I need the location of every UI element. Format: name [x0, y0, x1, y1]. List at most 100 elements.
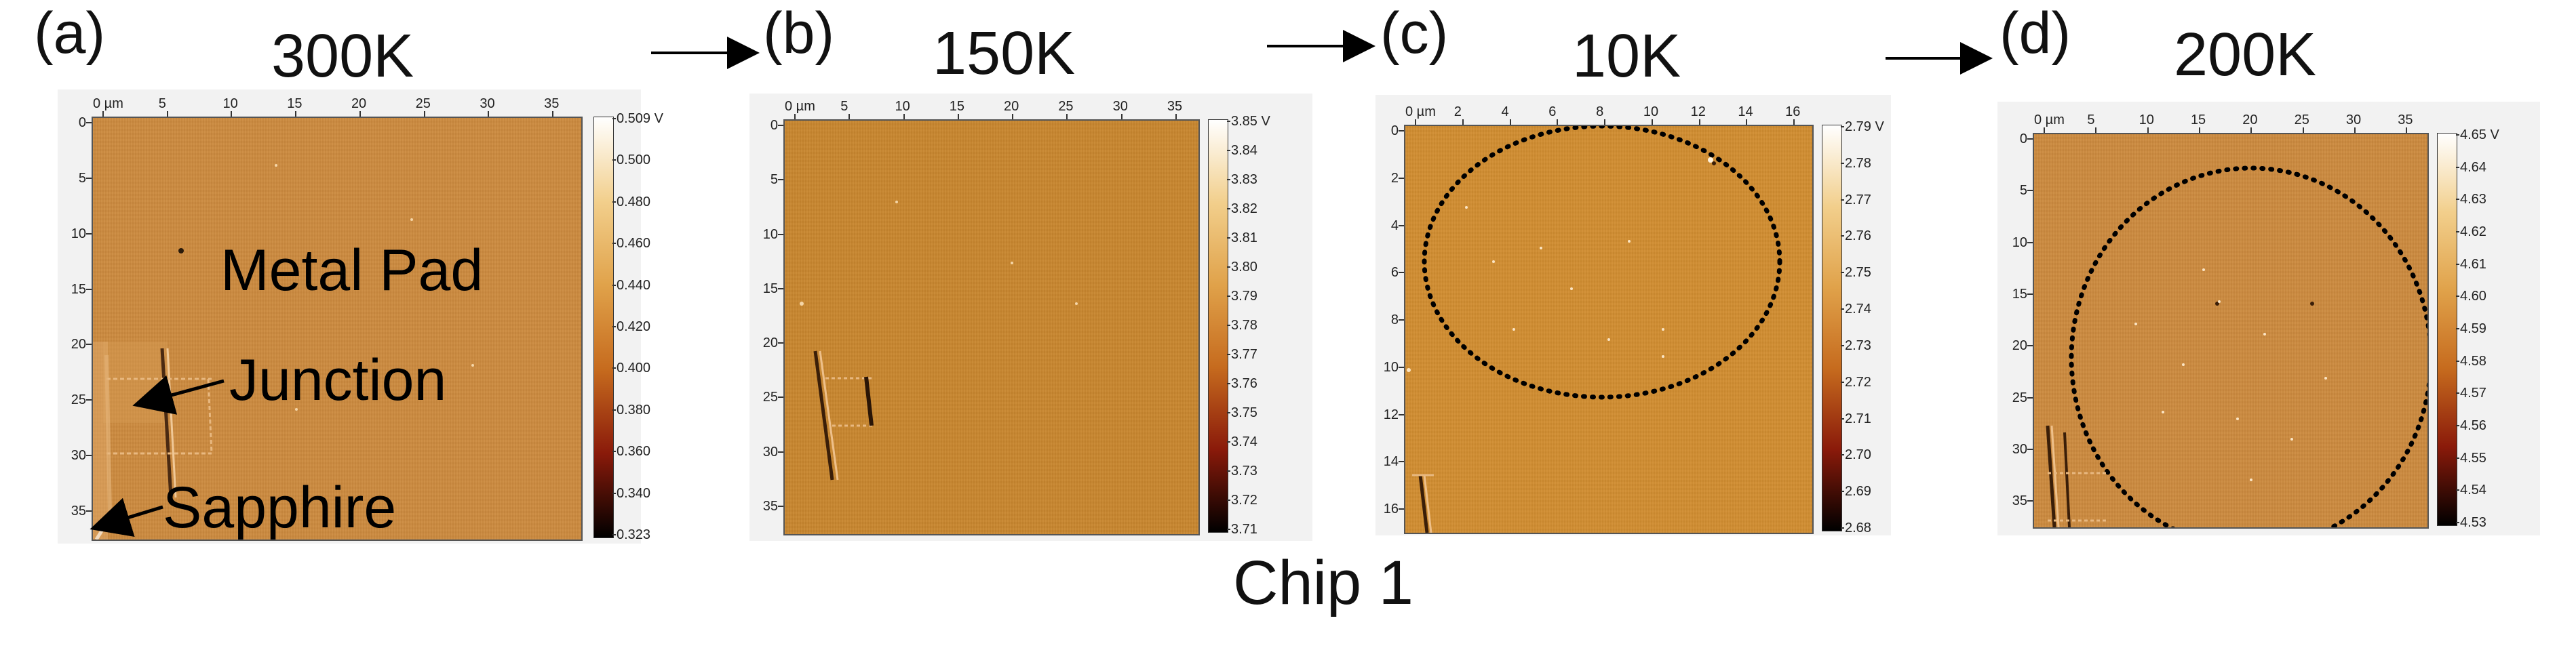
y-tick-mark	[778, 342, 783, 344]
colorbar-tick-label: 3.75	[1231, 405, 1257, 420]
y-tick-label: 0	[770, 118, 778, 133]
x-tick-mark	[488, 111, 490, 117]
y-tick-label: 4	[1390, 218, 1399, 233]
colorbar-tick-mark	[612, 201, 616, 203]
colorbar-tick-mark	[1227, 121, 1230, 122]
sapphire-label: Sapphire	[163, 475, 397, 540]
colorbar-tick-label: 3.82	[1231, 201, 1257, 216]
x-tick-mark	[231, 111, 233, 117]
junction-label: Junction	[229, 348, 447, 413]
y-tick-mark	[1399, 177, 1404, 179]
y-tick-label: 25	[2012, 390, 2027, 405]
colorbar-tick-label: 4.57	[2460, 386, 2486, 401]
y-tick-label: 30	[2012, 441, 2027, 457]
x-tick-label: 10	[1643, 104, 1659, 119]
y-tick-mark	[2027, 293, 2033, 295]
x-tick-label: 20	[351, 96, 367, 111]
colorbar-tick-mark	[1227, 179, 1230, 180]
y-tick-mark	[86, 288, 92, 290]
colorbar-tick-label: 0.323	[617, 527, 651, 542]
y-tick-label: 25	[71, 392, 86, 408]
x-tick-mark	[2044, 127, 2045, 133]
panel-a-temperature: 300K	[271, 22, 414, 90]
y-tick-mark	[1399, 366, 1404, 368]
colorbar-tick-mark	[1227, 237, 1230, 239]
y-tick-label: 10	[71, 226, 86, 241]
colorbar-tick-label: 3.83	[1231, 172, 1257, 187]
colorbar-tick-mark	[2456, 231, 2459, 232]
x-tick-label: 10	[2139, 113, 2154, 127]
colorbar-tick-mark	[612, 159, 616, 161]
colorbar-tick-mark	[2456, 392, 2459, 394]
y-tick-mark	[2027, 500, 2033, 502]
y-tick-mark	[778, 396, 783, 399]
y-tick-mark	[1399, 413, 1404, 415]
colorbar-tick-label: 3.76	[1231, 376, 1257, 391]
x-tick-mark	[359, 111, 361, 117]
colorbar-tick-label: 3.84	[1231, 143, 1257, 158]
x-tick-mark	[957, 114, 959, 119]
colorbar-tick-mark	[1227, 208, 1230, 209]
x-tick-label: 25	[415, 96, 431, 111]
colorbar-tick-mark	[1227, 266, 1230, 268]
colorbar-tick-mark	[2456, 166, 2459, 168]
colorbar-tick-label: 2.71	[1845, 411, 1871, 426]
colorbar-tick-label: 0.500	[617, 152, 651, 168]
colorbar-tick-mark	[612, 534, 616, 535]
y-tick-mark	[86, 122, 92, 123]
colorbar-tick-mark	[1227, 470, 1230, 472]
x-tick-label: 35	[1167, 99, 1183, 114]
y-tick-label: 5	[78, 170, 86, 186]
colorbar-tick-label: 4.64	[2460, 159, 2486, 175]
x-tick-label: 2	[1453, 104, 1462, 119]
x-tick-mark	[1066, 114, 1068, 119]
panel-b-temperature: 150K	[933, 20, 1076, 87]
x-tick-mark	[1746, 119, 1748, 125]
x-tick-mark	[2198, 127, 2200, 133]
colorbar-tick-mark	[612, 409, 616, 411]
x-tick-mark	[1175, 114, 1177, 119]
x-tick-mark	[1557, 119, 1559, 125]
colorbar-tick-mark	[1841, 454, 1844, 456]
y-tick-label: 10	[762, 226, 778, 242]
colorbar-tick-label: 3.80	[1231, 260, 1257, 274]
colorbar-tick-label: 4.63	[2460, 192, 2486, 207]
colorbar-tick-label: 2.69	[1845, 484, 1871, 500]
colorbar-tick-label: 4.53	[2460, 515, 2486, 530]
y-tick-mark	[778, 179, 783, 181]
x-tick-mark	[1698, 119, 1700, 125]
x-tick-label: 30	[480, 96, 495, 111]
x-tick-mark	[2302, 127, 2304, 133]
colorbar-tick-mark	[1841, 235, 1844, 237]
colorbar-tick-label: 0.400	[617, 361, 651, 376]
colorbar-tick-label: 3.85 V	[1231, 114, 1270, 129]
x-tick-mark	[2147, 127, 2149, 133]
colorbar-tick-label: 4.60	[2460, 289, 2486, 304]
x-tick-mark	[1604, 119, 1606, 125]
colorbar-tick-label: 2.77	[1845, 192, 1871, 207]
y-tick-label: 35	[762, 498, 778, 514]
x-tick-mark	[2406, 127, 2408, 133]
colorbar-tick-label: 4.55	[2460, 450, 2486, 466]
colorbar-tick-mark	[2456, 199, 2459, 201]
x-tick-label: 30	[2345, 113, 2362, 127]
colorbar-tick-mark	[612, 284, 616, 286]
colorbar-tick-mark	[612, 243, 616, 245]
colorbar-tick-label: 0.480	[617, 194, 651, 209]
panel-d-letter: (d)	[1999, 1, 2071, 66]
x-tick-mark	[166, 111, 168, 117]
x-tick-mark	[1012, 114, 1014, 119]
colorbar-tick-label: 4.65 V	[2460, 127, 2499, 142]
colorbar-tick-mark	[1841, 418, 1844, 420]
colorbar-tick-mark	[1227, 500, 1230, 501]
colorbar-tick-label: 0.460	[617, 236, 651, 251]
x-tick-label: 15	[287, 96, 303, 111]
panel-c-afm-map: 0 µm 2 4 6 8 10 12 14 16 0 2 4 6 8 10 12 14 16 2.79 V 2.7…	[1375, 95, 1891, 535]
y-tick-mark	[2027, 448, 2033, 450]
colorbar-tick-label: 2.70	[1845, 447, 1871, 463]
y-tick-label: 0	[78, 115, 86, 130]
x-tick-mark	[2354, 127, 2356, 133]
figure-title: Chip 1	[1233, 548, 1413, 617]
y-tick-label: 30	[762, 444, 778, 460]
